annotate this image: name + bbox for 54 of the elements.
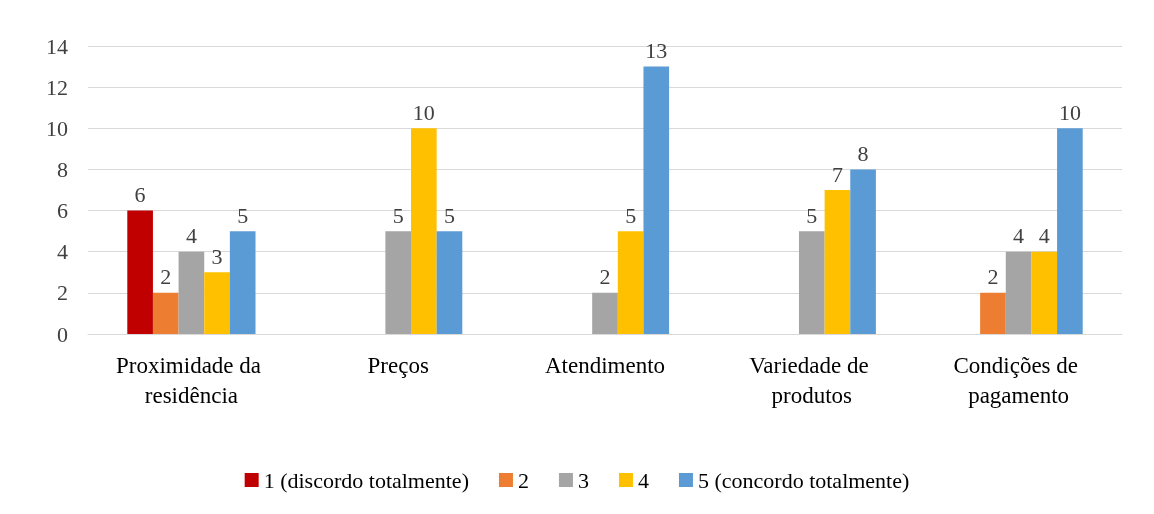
x-tick-label: Variedade de produtos bbox=[749, 352, 875, 408]
y-tick-label: 12 bbox=[46, 74, 68, 100]
y-tick-label: 10 bbox=[46, 115, 68, 141]
bar bbox=[592, 292, 618, 334]
y-tick-label: 8 bbox=[57, 156, 68, 182]
data-label: 10 bbox=[412, 99, 435, 125]
bar bbox=[229, 231, 256, 334]
legend-label: 5 (concordo totalmente) bbox=[697, 467, 910, 493]
data-label: 4 bbox=[1038, 223, 1050, 249]
legend-label: 2 bbox=[517, 467, 529, 493]
x-tick-label: Atendimento bbox=[544, 352, 666, 378]
data-label: 5 bbox=[237, 202, 249, 228]
y-tick-label: 6 bbox=[57, 198, 68, 224]
bar bbox=[127, 210, 153, 334]
data-label: 2 bbox=[599, 264, 611, 290]
data-label: 5 bbox=[625, 202, 637, 228]
bar bbox=[1031, 251, 1058, 334]
bar bbox=[798, 231, 825, 334]
data-label: 5 bbox=[443, 202, 455, 228]
bar bbox=[1057, 128, 1083, 334]
data-label: 5 bbox=[392, 202, 404, 228]
bar bbox=[152, 292, 179, 334]
data-label: 2 bbox=[987, 264, 999, 290]
legend-label: 1 (discordo totalmente) bbox=[263, 467, 469, 493]
bar bbox=[824, 190, 851, 334]
bar bbox=[411, 128, 437, 334]
data-label: 13 bbox=[645, 38, 668, 64]
bar bbox=[178, 251, 205, 334]
bar bbox=[204, 272, 230, 334]
y-tick-label: 14 bbox=[46, 33, 68, 59]
data-label: 6 bbox=[134, 182, 146, 208]
bar bbox=[385, 231, 412, 334]
data-label: 2 bbox=[160, 264, 172, 290]
x-tick-label: Preços bbox=[367, 352, 429, 378]
data-label: 7 bbox=[831, 161, 843, 187]
data-label: 5 bbox=[806, 202, 818, 228]
bar bbox=[643, 66, 670, 334]
data-label: 8 bbox=[857, 140, 869, 166]
bar bbox=[850, 169, 876, 334]
data-label: 3 bbox=[211, 243, 223, 269]
x-tick-label: Proximidade da residência bbox=[116, 352, 267, 408]
bar bbox=[436, 231, 463, 334]
legend-label: 3 bbox=[577, 467, 589, 493]
bar bbox=[980, 292, 1006, 334]
x-tick-label: Condições de pagamento bbox=[953, 352, 1084, 408]
bar bbox=[617, 231, 644, 334]
y-tick-label: 2 bbox=[57, 280, 68, 306]
legend-label: 4 bbox=[637, 467, 649, 493]
y-tick-label: 4 bbox=[57, 239, 68, 265]
bar bbox=[1005, 251, 1032, 334]
data-label: 4 bbox=[1013, 223, 1025, 249]
data-label: 10 bbox=[1058, 99, 1081, 125]
y-tick-label: 0 bbox=[57, 321, 68, 347]
data-label: 4 bbox=[185, 223, 197, 249]
